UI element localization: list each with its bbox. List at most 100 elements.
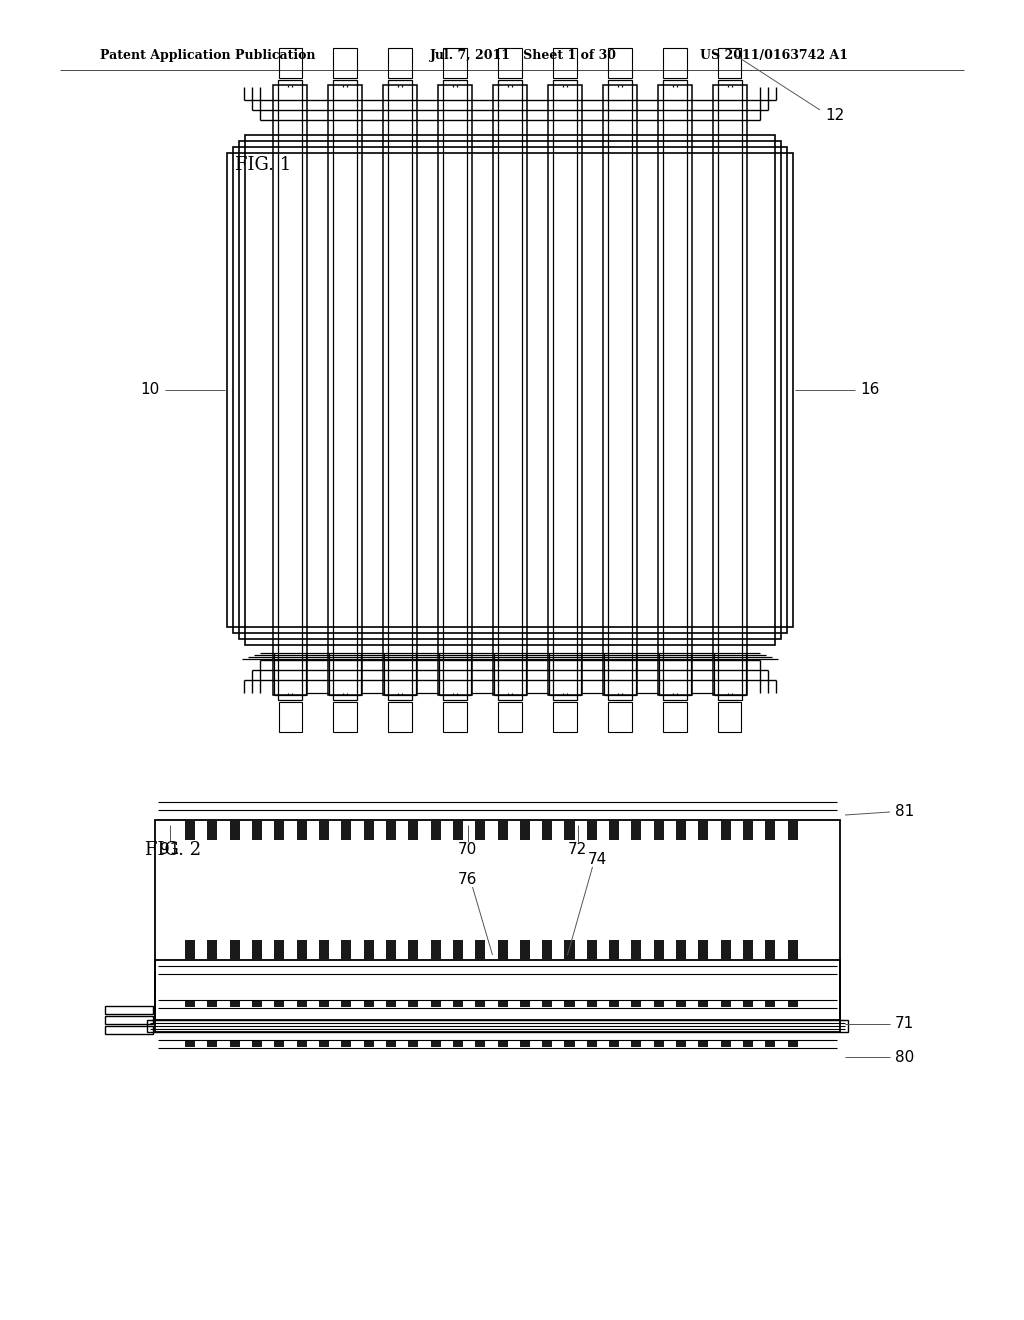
Bar	[653, 1001, 664, 1007]
Bar	[743, 1001, 753, 1007]
Bar	[498, 820, 508, 840]
Bar	[409, 1001, 418, 1007]
Bar	[453, 940, 463, 960]
Bar	[609, 1041, 620, 1047]
Bar	[520, 1041, 529, 1047]
Bar	[147, 1020, 848, 1032]
Bar	[542, 1001, 552, 1007]
Bar	[252, 1001, 262, 1007]
Bar	[587, 940, 597, 960]
Bar	[653, 940, 664, 960]
Bar	[743, 820, 753, 840]
Text: Patent Application Publication: Patent Application Publication	[100, 49, 315, 62]
Bar	[207, 1001, 217, 1007]
Bar	[364, 1001, 374, 1007]
Bar	[553, 702, 577, 733]
Bar	[498, 1001, 508, 1007]
Bar	[587, 1001, 597, 1007]
Bar	[718, 702, 741, 733]
Bar	[274, 820, 285, 840]
Bar	[318, 1001, 329, 1007]
Bar	[409, 820, 418, 840]
Text: Jul. 7, 2011   Sheet 1 of 30: Jul. 7, 2011 Sheet 1 of 30	[430, 49, 617, 62]
Bar	[632, 940, 641, 960]
Bar	[364, 940, 374, 960]
Bar	[297, 940, 306, 960]
Bar	[498, 81, 522, 700]
Bar	[364, 1041, 374, 1047]
Bar	[318, 940, 329, 960]
Bar	[765, 1041, 775, 1047]
Bar	[609, 1001, 620, 1007]
Bar	[520, 820, 529, 840]
Bar	[663, 81, 687, 700]
Bar	[498, 48, 522, 78]
Bar	[564, 940, 574, 960]
Bar	[185, 1001, 195, 1007]
Bar	[713, 84, 746, 696]
Bar	[341, 1041, 351, 1047]
Bar	[608, 81, 632, 700]
Text: 81: 81	[895, 804, 914, 820]
Bar	[274, 940, 285, 960]
Bar	[718, 48, 741, 78]
Text: FIG. 2: FIG. 2	[145, 841, 201, 859]
Bar	[564, 1001, 574, 1007]
Bar	[364, 820, 374, 840]
Bar	[653, 1041, 664, 1047]
Bar	[233, 147, 787, 634]
Bar	[386, 1001, 396, 1007]
Bar	[279, 702, 302, 733]
Bar	[787, 940, 798, 960]
Bar	[553, 48, 577, 78]
Bar	[653, 820, 664, 840]
Bar	[721, 820, 731, 840]
Bar	[676, 940, 686, 960]
Bar	[297, 820, 306, 840]
Text: 91: 91	[161, 842, 179, 858]
Bar	[498, 1041, 508, 1047]
Bar	[386, 820, 396, 840]
Bar	[632, 1001, 641, 1007]
Bar	[388, 48, 412, 78]
Bar	[227, 153, 793, 627]
Bar	[341, 820, 351, 840]
Text: 10: 10	[140, 383, 160, 397]
Bar	[105, 1026, 153, 1034]
Bar	[721, 940, 731, 960]
Bar	[274, 1041, 285, 1047]
Bar	[587, 820, 597, 840]
Bar	[334, 81, 357, 700]
Text: 72: 72	[568, 842, 587, 858]
Bar	[185, 820, 195, 840]
Bar	[252, 940, 262, 960]
Bar	[718, 81, 741, 700]
Text: 74: 74	[588, 853, 607, 867]
Bar	[279, 48, 302, 78]
Bar	[765, 1001, 775, 1007]
Bar	[430, 1001, 440, 1007]
Bar	[409, 940, 418, 960]
Bar	[430, 940, 440, 960]
Bar	[105, 1006, 153, 1014]
Bar	[388, 702, 412, 733]
Bar	[252, 1041, 262, 1047]
Bar	[388, 81, 413, 700]
Bar	[787, 1041, 798, 1047]
Bar	[453, 1041, 463, 1047]
Bar	[498, 940, 508, 960]
Bar	[245, 135, 775, 645]
Bar	[341, 1001, 351, 1007]
Bar	[520, 1001, 529, 1007]
Bar	[663, 702, 686, 733]
Bar	[443, 81, 467, 700]
Bar	[155, 820, 840, 1032]
Bar	[657, 84, 691, 696]
Bar	[409, 1041, 418, 1047]
Bar	[105, 1016, 153, 1024]
Bar	[229, 940, 240, 960]
Bar	[520, 940, 529, 960]
Bar	[453, 820, 463, 840]
Bar	[475, 1041, 485, 1047]
Bar	[475, 1001, 485, 1007]
